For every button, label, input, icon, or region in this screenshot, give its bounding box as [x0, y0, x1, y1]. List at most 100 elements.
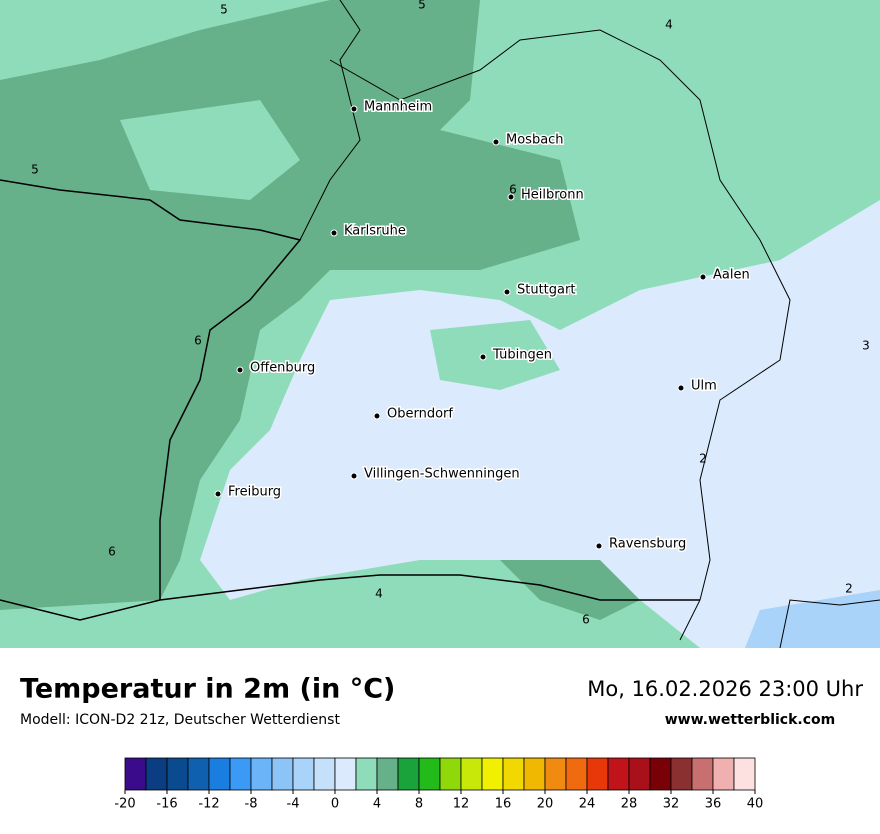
colorbar-box: [523, 757, 546, 791]
contour-label: 6: [108, 545, 116, 559]
colorbar-tick-label: 0: [331, 797, 339, 812]
contour-label: 4: [375, 587, 383, 601]
border: [779, 599, 880, 649]
contour-label: 2: [699, 452, 707, 466]
colorbar-box: [145, 757, 168, 791]
city-dot: [699, 273, 707, 281]
contour-label: 5: [220, 3, 228, 17]
colorbar-box: [271, 757, 294, 791]
city-label: Mosbach: [506, 133, 564, 148]
colorbar-box: [733, 757, 756, 791]
temperature-zone: [430, 320, 560, 390]
colorbar-box: [460, 757, 483, 791]
city-label: Karlsruhe: [344, 224, 406, 239]
city-dot: [330, 229, 338, 237]
colorbar-tick-label: 40: [747, 797, 764, 812]
city-dot: [479, 353, 487, 361]
colorbar-box: [397, 757, 420, 791]
colorbar-tick-label: 20: [537, 797, 554, 812]
colorbar-box: [586, 757, 609, 791]
city-label: Oberndorf: [387, 407, 453, 422]
colorbar-tick-label: 28: [621, 797, 638, 812]
colorbar-box: [187, 757, 210, 791]
city-dot: [214, 490, 222, 498]
city-label: Freiburg: [228, 485, 281, 500]
colorbar-box: [334, 757, 357, 791]
contour-label: 4: [665, 18, 673, 32]
colorbar-box: [292, 757, 315, 791]
colorbar-box: [712, 757, 735, 791]
colorbar-tick-label: -8: [245, 797, 258, 812]
colorbar-box: [670, 757, 693, 791]
contour-label: 6: [194, 334, 202, 348]
temperature-zone: [120, 100, 300, 200]
datetime: Mo, 16.02.2026 23:00 Uhr: [587, 677, 863, 701]
colorbar-box: [418, 757, 441, 791]
colorbar-tick-label: 36: [705, 797, 722, 812]
border: [329, 29, 791, 641]
colorbar-tick-label: 32: [663, 797, 680, 812]
model-info: Modell: ICON-D2 21z, Deutscher Wetterdie…: [20, 712, 340, 728]
city-dot: [373, 412, 381, 420]
colorbar-box: [565, 757, 588, 791]
colorbar-tick-label: 8: [415, 797, 423, 812]
city-dot: [503, 288, 511, 296]
city-label: Offenburg: [250, 361, 315, 376]
city-label: Stuttgart: [517, 283, 575, 298]
colorbar-box: [628, 757, 651, 791]
contour-label: 5: [31, 163, 39, 177]
border: [299, 0, 361, 241]
temperature-zone: [500, 560, 640, 620]
colorbar-tick-label: 24: [579, 797, 596, 812]
colorbar-tick-label: -20: [114, 797, 135, 812]
city-label: Ravensburg: [609, 537, 686, 552]
city-dot: [507, 193, 515, 201]
contour-label: 5: [418, 0, 426, 12]
border: [0, 179, 302, 600]
colorbar-box: [250, 757, 273, 791]
colorbar-tick-label: 16: [495, 797, 512, 812]
colorbar-tick-label: -4: [287, 797, 300, 812]
colorbar-box: [649, 757, 672, 791]
colorbar-box: [208, 757, 231, 791]
legend-panel: Temperatur in 2m (in °C) Modell: ICON-D2…: [20, 674, 863, 729]
colorbar-box: [376, 757, 399, 791]
colorbar-tick-label: 4: [373, 797, 381, 812]
colorbar-box: [355, 757, 378, 791]
city-dot: [492, 138, 500, 146]
colorbar-box: [229, 757, 252, 791]
colorbar-box: [502, 757, 525, 791]
colorbar-tick-label: -16: [156, 797, 177, 812]
colorbar-box: [166, 757, 189, 791]
city-label: Mannheim: [364, 100, 432, 115]
city-label: Tübingen: [492, 348, 552, 363]
contour-label: 6: [509, 183, 517, 197]
city-dot: [595, 542, 603, 550]
colorbar-box: [439, 757, 462, 791]
contour-label: 6: [582, 613, 590, 627]
city-dot: [350, 472, 358, 480]
map: Mannheim Mosbach Heilbronn Karlsruhe Aalen St…: [0, 0, 880, 649]
city-label: Ulm: [691, 379, 717, 394]
colorbar-box: [607, 757, 630, 791]
temperature-zone: [200, 200, 880, 648]
colorbar-box: [544, 757, 567, 791]
city-dot: [677, 384, 685, 392]
city-label: Heilbronn: [521, 188, 584, 203]
city-label: Aalen: [713, 268, 750, 283]
city-label: Villingen-Schwenningen: [364, 467, 520, 482]
colorbar-box: [481, 757, 504, 791]
contour-label: 2: [845, 582, 853, 596]
title: Temperatur in 2m (in °C): [20, 674, 395, 705]
city-dot: [236, 366, 244, 374]
colorbar-box: [691, 757, 714, 791]
border: [0, 574, 700, 621]
colorbar-tick-label: -12: [198, 797, 219, 812]
city-dot: [350, 105, 358, 113]
website[interactable]: www.wetterblick.com: [665, 712, 836, 728]
colorbar-tick-label: 12: [453, 797, 470, 812]
colorbar-box: [124, 757, 147, 791]
contour-label: 3: [862, 339, 870, 353]
colorbar-box: [313, 757, 336, 791]
